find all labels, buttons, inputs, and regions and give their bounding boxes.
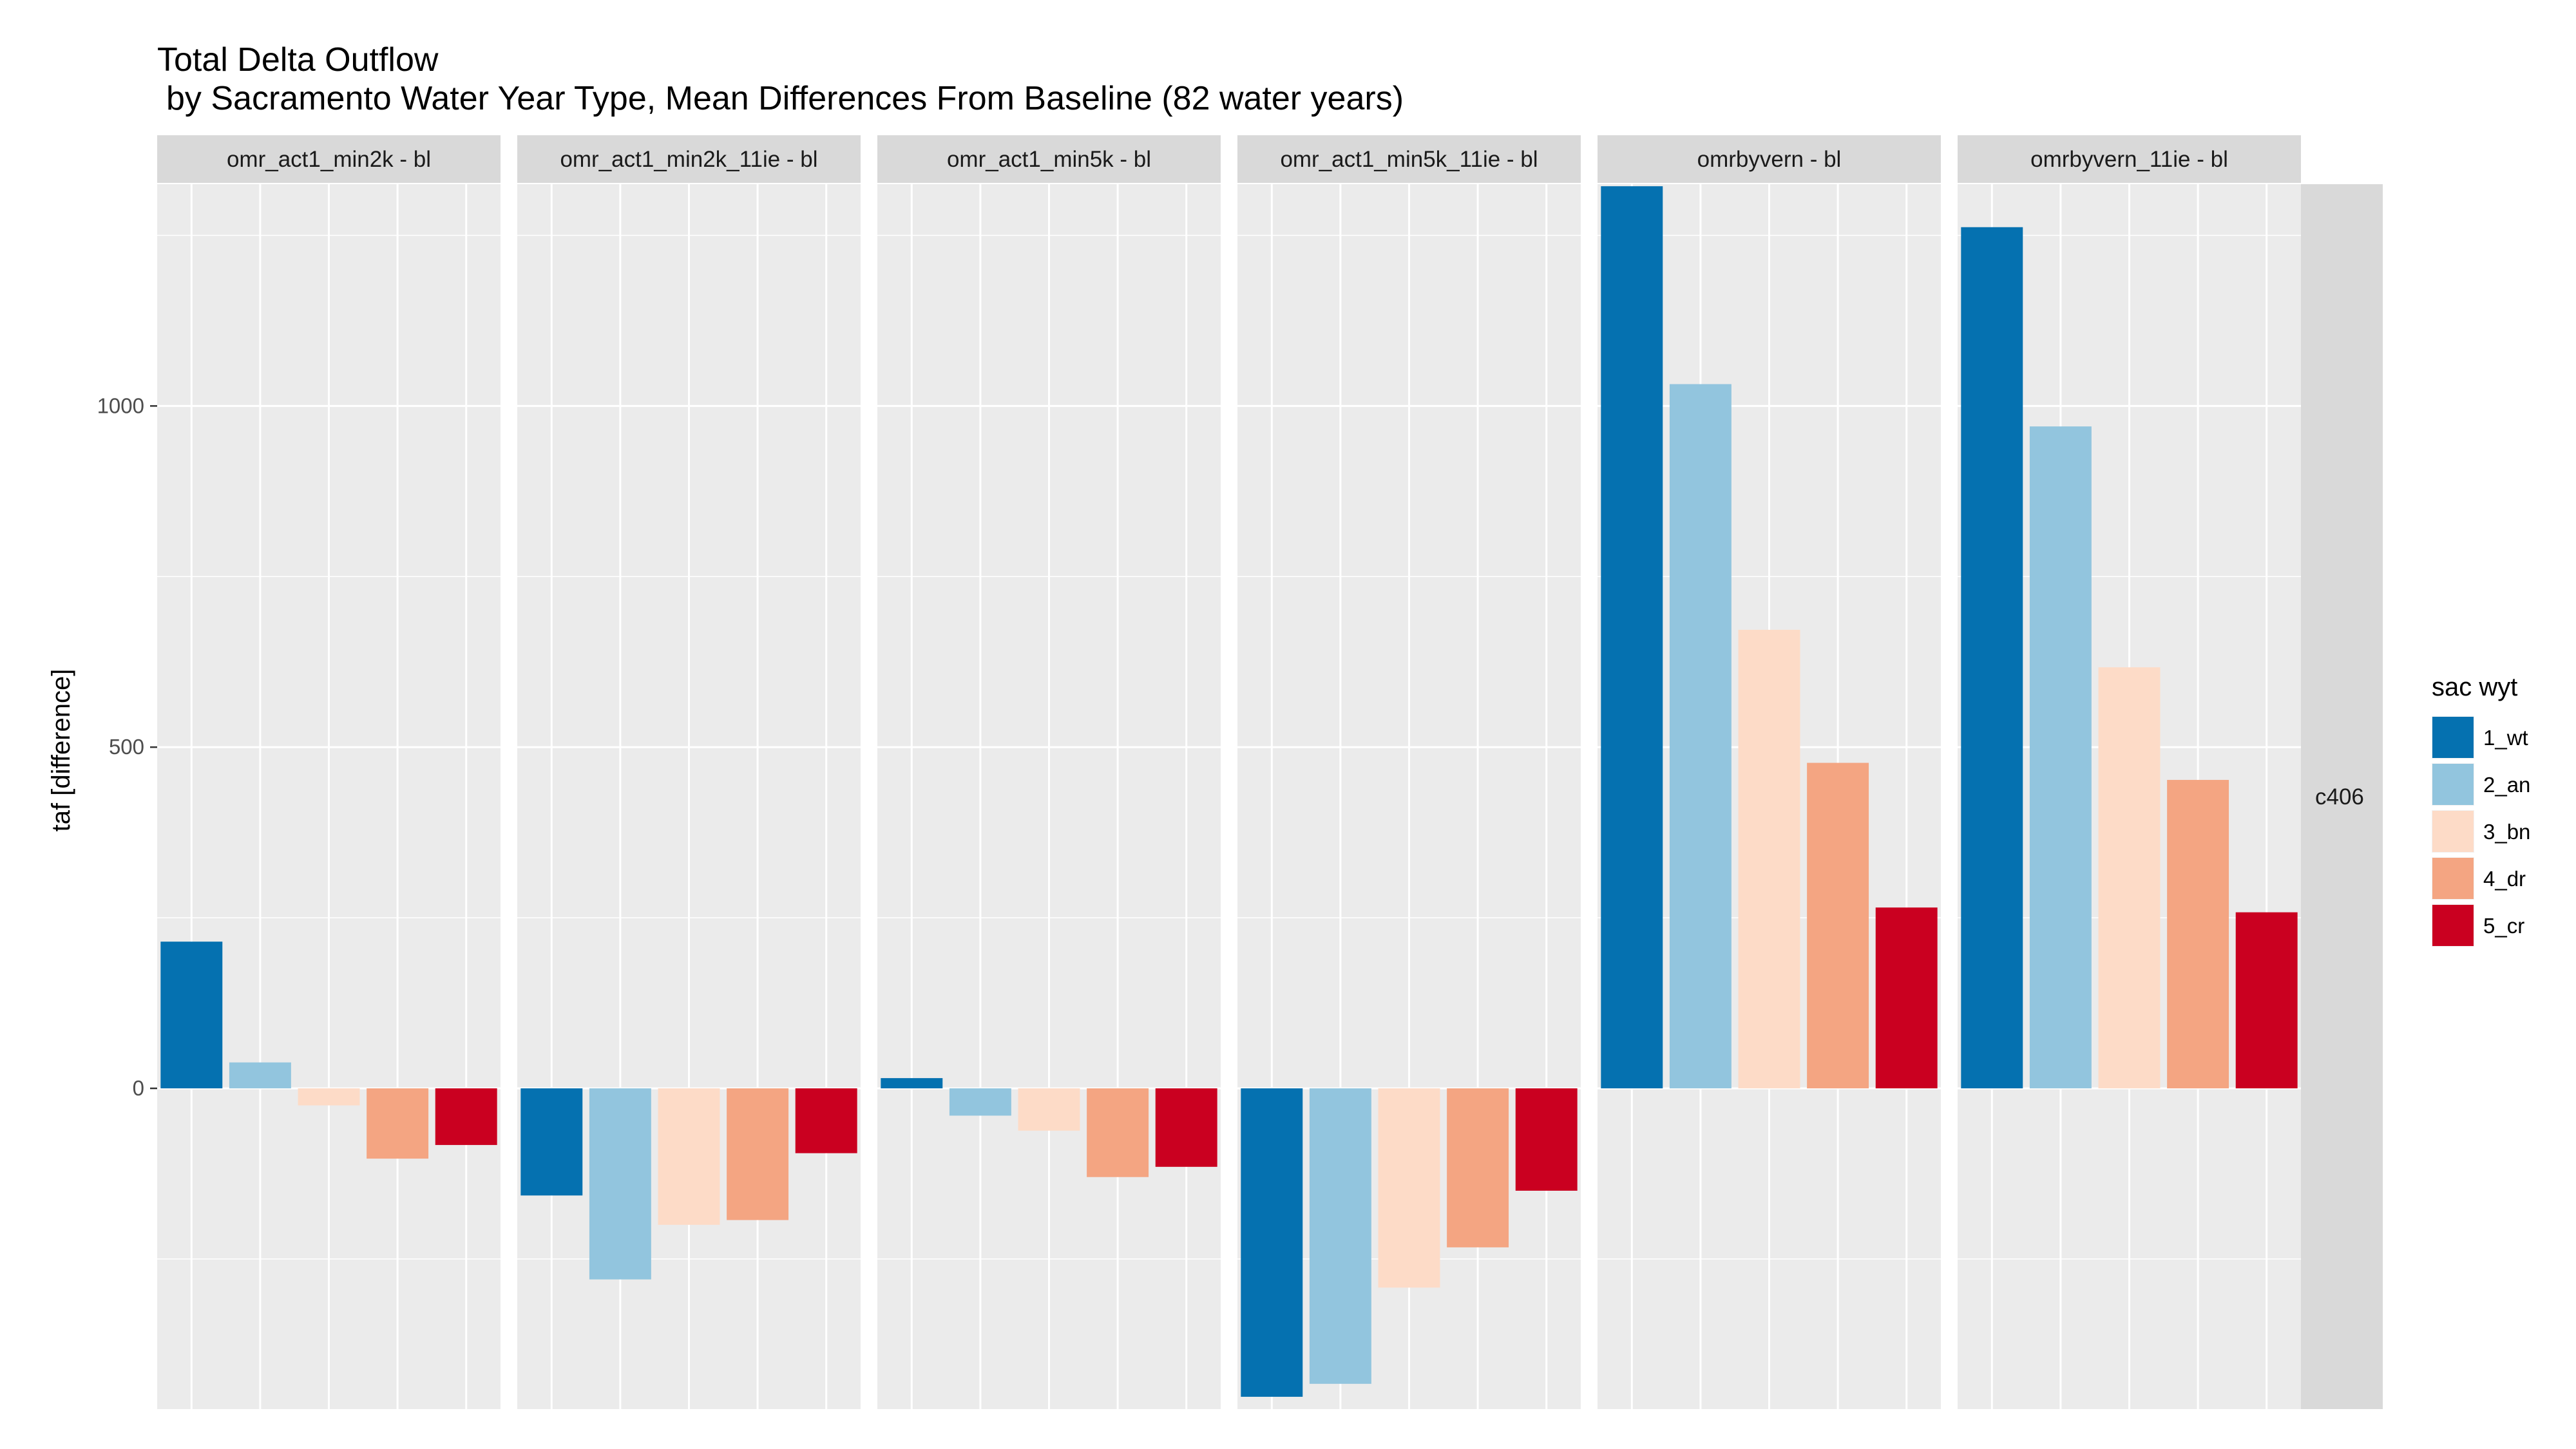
- bar-4_dr: [727, 1088, 789, 1220]
- facet-strip: [877, 135, 1221, 183]
- bar-2_an: [1669, 384, 1732, 1088]
- bar-1_wt: [1601, 186, 1663, 1088]
- bar-3_bn: [1378, 1088, 1440, 1288]
- chart-title: Total Delta Outflow: [157, 41, 439, 79]
- legend-title: sac wyt: [2432, 673, 2517, 701]
- y-tick-label: 500: [109, 735, 144, 759]
- bar-4_dr: [1807, 762, 1869, 1088]
- bar-5_cr: [1875, 907, 1938, 1088]
- bar-4_dr: [1087, 1088, 1149, 1177]
- legend-key-1_wt: [2432, 717, 2474, 758]
- legend-key-4_dr: [2432, 858, 2474, 899]
- legend-label: 5_cr: [2483, 914, 2524, 938]
- facet-strip-label: omr_act1_min2k_11ie - bl: [560, 147, 817, 172]
- bar-2_an: [589, 1088, 651, 1280]
- bar-3_bn: [298, 1088, 360, 1106]
- facet-panel: omr_act1_min2k - bl: [157, 135, 501, 1409]
- legend-key-3_bn: [2432, 811, 2474, 852]
- bar-5_cr: [1155, 1088, 1217, 1167]
- bar-1_wt: [520, 1088, 583, 1196]
- bar-4_dr: [367, 1088, 429, 1159]
- row-strip-label: c406: [2315, 784, 2364, 810]
- bar-4_dr: [2167, 780, 2229, 1088]
- bar-2_an: [229, 1062, 291, 1088]
- legend-label: 1_wt: [2483, 726, 2528, 750]
- facet-strip: [157, 135, 501, 183]
- y-axis: 0 500 1000: [97, 393, 157, 1100]
- bar-3_bn: [2098, 667, 2161, 1088]
- legend-label: 3_bn: [2483, 820, 2530, 844]
- facet-strip: [1958, 135, 2301, 183]
- legend-key-2_an: [2432, 764, 2474, 805]
- bar-2_an: [1309, 1088, 1371, 1384]
- bar-5_cr: [2235, 912, 2298, 1088]
- facet-strip-label: omr_act1_min5k_11ie - bl: [1280, 147, 1538, 172]
- facet-strip-label: omrbyvern_11ie - bl: [2030, 147, 2228, 172]
- facet-panel: omr_act1_min5k - bl: [877, 135, 1221, 1409]
- row-strip-background: [2301, 184, 2383, 1409]
- legend: sac wyt 1_wt 2_an 3_bn 4_dr 5_cr: [2432, 673, 2530, 947]
- bar-1_wt: [881, 1078, 943, 1088]
- facet-strip: [1237, 135, 1581, 183]
- facet-panel: omrbyvern - bl: [1598, 135, 1941, 1409]
- facet-panel: omr_act1_min5k_11ie - bl: [1237, 135, 1581, 1409]
- bar-5_cr: [795, 1088, 857, 1153]
- bar-5_cr: [435, 1088, 497, 1145]
- y-tick-label: 0: [133, 1076, 144, 1100]
- facet-strip: [517, 135, 861, 183]
- bar-2_an: [949, 1088, 1011, 1116]
- bar-1_wt: [1241, 1088, 1303, 1397]
- facet-strip: [1598, 135, 1941, 183]
- bar-3_bn: [1738, 629, 1800, 1088]
- facet-strip-label: omr_act1_min5k - bl: [947, 147, 1151, 172]
- bar-3_bn: [1018, 1088, 1080, 1131]
- legend-key-5_cr: [2432, 905, 2474, 946]
- y-tick-label: 1000: [97, 393, 144, 417]
- facet-panel: omrbyvern_11ie - bl: [1958, 135, 2301, 1409]
- bar-2_an: [2029, 426, 2092, 1088]
- bar-5_cr: [1515, 1088, 1578, 1191]
- bar-4_dr: [1447, 1088, 1509, 1247]
- row-facet-strip: c406: [2301, 184, 2383, 1409]
- legend-label: 4_dr: [2483, 867, 2526, 891]
- facet-panel: omr_act1_min2k_11ie - bl: [517, 135, 861, 1409]
- legend-label: 2_an: [2483, 773, 2530, 797]
- bar-1_wt: [1961, 227, 2023, 1088]
- bar-3_bn: [658, 1088, 720, 1225]
- facet-strip-label: omrbyvern - bl: [1697, 147, 1842, 172]
- chart-subtitle: by Sacramento Water Year Type, Mean Diff…: [166, 80, 1404, 117]
- y-axis-label: taf [difference]: [47, 669, 75, 832]
- bar-1_wt: [160, 942, 223, 1088]
- facet-panels: omr_act1_min2k - bl omr_act1_min2k_11ie -…: [157, 135, 2301, 1409]
- facet-strip-label: omr_act1_min2k - bl: [227, 147, 431, 172]
